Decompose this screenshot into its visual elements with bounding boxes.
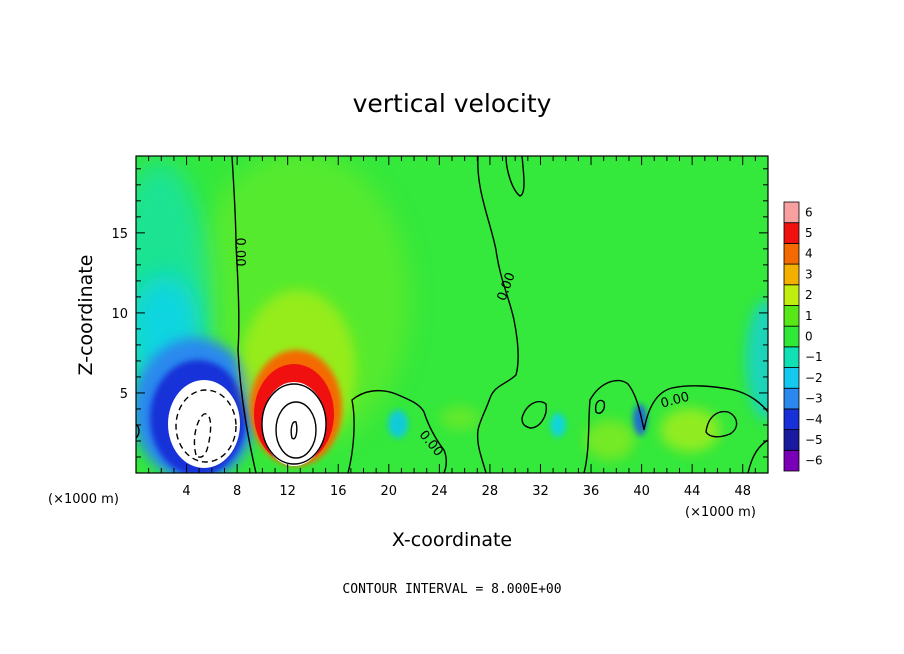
y-tick-label: 10 xyxy=(111,307,128,322)
positive-contour xyxy=(275,401,317,459)
colorbar-swatch xyxy=(783,242,800,265)
colorbar-label: −6 xyxy=(805,454,823,468)
x-tick-label: 16 xyxy=(330,484,347,499)
colorbar-swatch xyxy=(783,387,800,410)
zero-contour xyxy=(594,399,606,414)
zero-contour xyxy=(521,400,547,429)
colorbar-swatch xyxy=(783,429,800,451)
negative-contour xyxy=(193,413,212,458)
positive-contour xyxy=(290,421,298,440)
colorbar-swatch xyxy=(783,408,800,431)
x-axis: 4 8 12 16 20 24 28 32 36 40 44 48 xyxy=(148,156,756,499)
x-tick-label: 20 xyxy=(381,484,398,499)
positive-contour xyxy=(261,383,327,465)
contour-label: 0.00 xyxy=(232,238,247,267)
contour-lines xyxy=(136,156,768,473)
x-tick-label: 44 xyxy=(684,484,701,499)
x-tick-label: 12 xyxy=(279,484,296,499)
zero-contour xyxy=(231,156,257,473)
zero-contour xyxy=(583,379,768,473)
contour-interval-note: CONTOUR INTERVAL = 8.000E+00 xyxy=(342,582,561,597)
zero-contour xyxy=(505,156,525,197)
zero-contour xyxy=(705,410,738,438)
field-patch xyxy=(440,406,480,430)
zero-contour xyxy=(476,156,519,473)
y-tick-label: 15 xyxy=(111,227,128,242)
x-tick-label: 36 xyxy=(583,484,600,499)
colorbar-swatch xyxy=(783,201,800,224)
x-axis-label: X-coordinate xyxy=(392,529,512,551)
colorbar-swatch xyxy=(783,346,800,368)
x-tick-label: 24 xyxy=(431,484,448,499)
zero-contour xyxy=(347,389,447,473)
colorbar-label: −5 xyxy=(805,433,823,447)
x-unit-left: (×1000 m) xyxy=(48,492,119,507)
colorbar-label: 2 xyxy=(805,288,813,302)
colorbar-label: −1 xyxy=(805,350,823,364)
colorbar: −6 −5 −4 −3 −2 −1 0 1 2 3 4 5 6 xyxy=(783,201,823,472)
updraft-core xyxy=(262,382,326,466)
field-patch xyxy=(746,300,768,420)
colorbar-label: −4 xyxy=(805,412,823,426)
colorbar-label: 5 xyxy=(805,226,813,240)
colorbar-swatch xyxy=(783,263,800,286)
y-axis: 5 10 15 xyxy=(111,168,768,458)
field-patch xyxy=(585,420,635,460)
x-tick-label: 8 xyxy=(233,484,241,499)
field-patch xyxy=(633,404,647,436)
x-tick-label: 32 xyxy=(532,484,549,499)
colorbar-swatch xyxy=(783,222,800,244)
contour-label: 0.00 xyxy=(659,390,691,412)
heatmap-field xyxy=(136,156,768,473)
colorbar-label: 4 xyxy=(805,247,813,261)
colorbar-swatch xyxy=(783,367,800,389)
field-patch xyxy=(388,410,408,438)
colorbar-label: −3 xyxy=(805,392,823,406)
field-patch xyxy=(660,408,720,452)
downdraft-core xyxy=(168,380,240,468)
colorbar-swatch xyxy=(783,305,800,327)
x-tick-label: 40 xyxy=(633,484,650,499)
colorbar-swatch xyxy=(783,284,800,306)
negative-contour xyxy=(175,389,237,463)
colorbar-swatch xyxy=(783,325,800,348)
colorbar-label: 1 xyxy=(805,309,813,323)
chart-title: vertical velocity xyxy=(353,89,552,118)
field-patch xyxy=(550,413,566,437)
zero-contour xyxy=(747,439,768,473)
x-tick-label: 48 xyxy=(734,484,751,499)
colorbar-label: 0 xyxy=(805,330,813,344)
colorbar-label: 6 xyxy=(805,205,813,219)
colorbar-swatch xyxy=(783,449,800,472)
x-unit-right: (×1000 m) xyxy=(685,505,756,520)
y-axis-label: Z-coordinate xyxy=(75,255,97,376)
colorbar-label: −2 xyxy=(805,371,823,385)
colorbar-label: 3 xyxy=(805,267,813,281)
x-tick-label: 28 xyxy=(482,484,499,499)
x-tick-label: 4 xyxy=(182,484,190,499)
y-tick-label: 5 xyxy=(120,387,128,402)
